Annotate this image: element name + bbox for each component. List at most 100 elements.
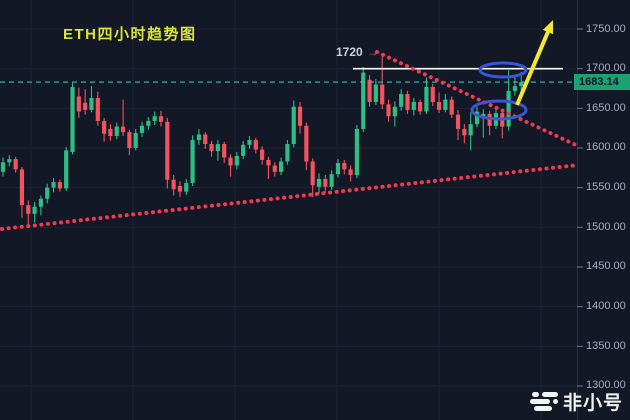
candle-body [45,187,50,199]
candle-body [380,84,385,105]
candle-body [247,140,252,145]
candle-body [95,98,100,122]
candle-body [146,121,151,126]
candle-body [443,99,448,110]
ascending-support-trendline [0,163,580,231]
candle-body [272,165,277,172]
candle-body [291,106,296,145]
breakout-arrow-head [542,20,553,35]
candle-body [57,182,62,189]
candle-body [7,159,12,163]
candle-body [114,126,119,137]
candle-body [399,94,404,107]
candle-body [260,149,265,160]
candle-body [449,99,454,115]
candle-body [316,178,322,187]
candle-body [139,125,145,133]
candle-body [348,169,353,175]
candle-body [411,101,416,110]
candle-body [310,161,315,186]
candle-body [102,121,107,134]
price-axis-label: 1350.00 [586,339,626,352]
candle-body [228,157,233,166]
high-1720-annotation: 1720 → [336,45,379,59]
price-axis-label: 1650.00 [586,101,626,114]
candle-body [32,206,37,214]
candle-body [0,162,6,172]
candle-body [392,106,397,117]
candle-body [13,159,18,170]
candle-body [26,205,31,214]
candle-body [373,84,378,102]
candle-body [190,140,195,183]
candle-body [436,101,442,110]
candle-body [215,144,220,152]
candle-body [386,104,391,117]
candle-body [120,126,126,133]
price-axis-label: 1400.00 [586,300,626,313]
watermark-text: 非小号 [563,393,624,414]
candle-body [177,186,183,192]
candle-body [171,179,176,190]
candle-body [196,134,202,141]
candle-body [512,86,518,91]
candle-body [329,174,334,187]
candle-body [165,121,170,180]
candle-body [241,144,246,156]
right-arrow-icon: → [366,45,379,59]
candle-body [367,79,372,102]
candle-body [304,125,309,162]
price-axis-label: 1450.00 [586,260,626,273]
price-axis-label: 1700.00 [586,62,626,75]
candle-body [424,86,429,112]
support-retest-zone-ellipse [470,99,528,121]
candle-body [430,86,435,102]
candle-body [158,116,164,122]
candle-body [152,116,157,122]
candle-body [76,96,81,112]
candle-body [234,155,239,166]
candle-body [323,178,328,187]
candle-body [70,86,75,152]
price-axis-label: 1500.00 [586,220,626,233]
candle-body [342,163,347,170]
candle-body [455,114,461,129]
candle-body [506,90,511,127]
candle-body [474,111,480,125]
candle-body [468,124,473,136]
watermark: 非小号 [530,388,623,415]
breakout-zone-ellipse [478,61,528,79]
descending-resistance-trendline [375,50,580,148]
candle-body [38,198,44,207]
candle-body [83,102,88,110]
current-price-badge: 1683.14 [574,74,630,91]
candle-body [209,144,214,152]
candle-body [418,101,423,112]
price-axis-label: 1550.00 [586,181,626,194]
candle-body [297,106,303,126]
candle-body [335,163,341,175]
candle-body [354,128,360,175]
breakout-arrow-shaft [515,28,551,106]
candle-body [203,134,208,145]
candle-body [19,169,25,206]
price-axis-label: 1300.00 [586,379,626,392]
candle-body [89,98,94,110]
candle-body [127,132,132,148]
candle-body [266,159,271,166]
candle-body [51,182,56,188]
high-1720-label: 1720 [336,45,363,59]
candle-body [253,140,258,150]
price-axis-label: 1600.00 [586,141,626,154]
candle-body [285,144,290,162]
candle-body [184,182,189,192]
candle-body [133,132,138,148]
candle-body [361,72,366,129]
price-axis-label: 1750.00 [586,22,626,35]
candle-body [278,161,284,172]
chart-title: ETH四小时趋势图 [63,26,197,43]
candle-body [108,128,113,137]
candle-body [64,150,69,189]
